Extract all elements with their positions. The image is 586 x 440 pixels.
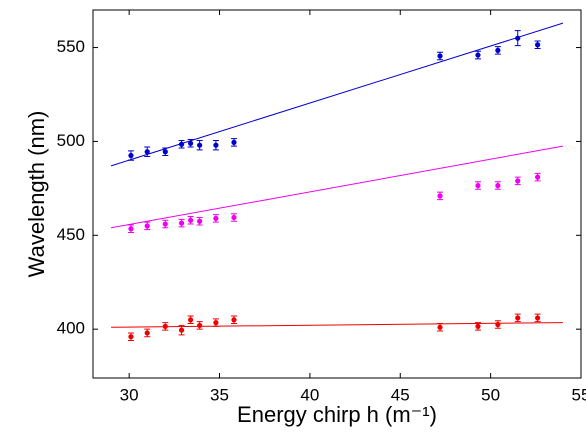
point [495, 47, 501, 53]
x-tick-label: 30 [120, 385, 139, 404]
point [213, 215, 219, 222]
y-tick-label: 550 [57, 37, 85, 56]
point [178, 327, 185, 333]
point [162, 149, 168, 155]
point [197, 322, 203, 329]
x-tick-label: 55 [572, 385, 586, 404]
point [475, 323, 481, 329]
point [128, 226, 134, 232]
point [495, 321, 501, 328]
point [515, 35, 521, 41]
fit-line [111, 322, 563, 328]
point [231, 139, 237, 145]
point [437, 324, 443, 330]
point [162, 221, 168, 227]
y-axis-label: Wavelength (nm) [24, 111, 49, 278]
y-tick-label: 500 [57, 131, 85, 150]
point [178, 141, 185, 147]
point [437, 53, 443, 59]
point [188, 217, 194, 223]
x-tick-label: 45 [391, 385, 410, 404]
y-tick-label: 450 [57, 225, 85, 244]
point [188, 317, 194, 323]
fit-line [110, 145, 564, 229]
point [144, 223, 150, 229]
point [231, 317, 237, 323]
point [475, 52, 481, 58]
fit-line [110, 22, 564, 167]
point [535, 42, 541, 48]
plot-frame [92, 9, 582, 379]
x-axis-label: Energy chirp h (m⁻¹) [237, 402, 437, 427]
point [128, 334, 134, 340]
point [128, 152, 134, 159]
point [515, 315, 521, 321]
point [231, 214, 237, 221]
point [495, 182, 501, 189]
point [213, 320, 219, 326]
point [437, 193, 443, 199]
point [213, 142, 219, 148]
point [144, 330, 150, 336]
y-tick-label: 400 [57, 319, 85, 338]
point [197, 142, 203, 148]
point [515, 178, 521, 184]
point [535, 174, 541, 180]
point [475, 182, 481, 189]
x-tick-label: 35 [210, 385, 229, 404]
x-tick-label: 50 [481, 385, 500, 404]
x-tick-label: 40 [300, 385, 319, 404]
point [535, 315, 541, 321]
point [197, 218, 203, 224]
point [178, 220, 185, 226]
point [144, 149, 150, 155]
point [162, 323, 168, 329]
point [188, 140, 194, 146]
